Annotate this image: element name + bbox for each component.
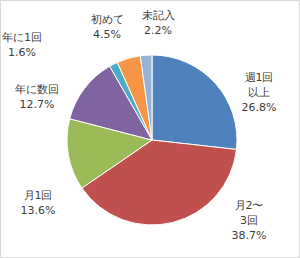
slice: [140, 55, 152, 140]
value-label: 4.5%: [93, 28, 121, 41]
label-line: 月1回: [24, 189, 53, 202]
slice: [117, 56, 152, 140]
value-label: 1.6%: [8, 46, 36, 59]
label-line: 年に数回: [15, 83, 59, 96]
label-line: 初めて: [91, 13, 124, 26]
label-line: 週1回: [245, 71, 274, 84]
data-labels: 週1回以上26.8%月2〜3回38.7%月1回13.6%年に数回12.7%年に1…: [2, 9, 276, 243]
slice: [152, 55, 237, 149]
category-label: 週1回以上: [245, 71, 274, 99]
value-label: 12.7%: [20, 98, 55, 111]
value-label: 38.7%: [232, 229, 267, 242]
category-label: 初めて: [91, 13, 124, 26]
label-line: 以上: [248, 86, 270, 99]
value-label: 26.8%: [242, 101, 277, 114]
category-label: 月2〜3回: [235, 199, 264, 227]
category-label: 年に数回: [15, 83, 59, 96]
category-label: 年に1回: [2, 31, 42, 44]
chart: 週1回以上26.8%月2〜3回38.7%月1回13.6%年に数回12.7%年に1…: [0, 0, 300, 258]
value-label: 13.6%: [21, 204, 56, 217]
label-line: 月2〜: [235, 199, 264, 212]
label-line: 年に1回: [2, 31, 42, 44]
frame: [1, 1, 300, 258]
category-label: 月1回: [24, 189, 53, 202]
pie: [67, 55, 237, 225]
label-line: 3回: [240, 214, 258, 227]
category-label: 未記入: [142, 9, 175, 22]
label-line: 未記入: [142, 9, 175, 22]
value-label: 2.2%: [144, 24, 172, 37]
